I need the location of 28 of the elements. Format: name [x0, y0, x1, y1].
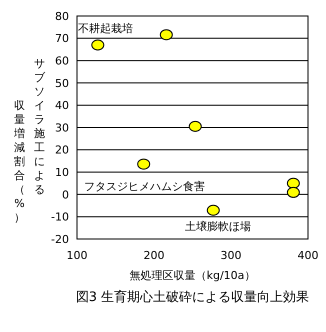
- annotation: フタスジヒメハムシ食害: [84, 180, 205, 193]
- annotation: 不耕起栽培: [78, 22, 133, 35]
- point: [286, 186, 300, 198]
- y-tick-label: 50: [55, 76, 69, 90]
- point: [206, 204, 220, 216]
- y-tick-label: 70: [55, 32, 69, 46]
- x-tick-label: 100: [66, 249, 88, 262]
- y-tick-label: 10: [55, 166, 69, 179]
- y-tick-label: 30: [55, 121, 69, 134]
- text: 図3 生育期心土破砕による収量向上効果: [76, 289, 310, 305]
- point: [286, 178, 300, 189]
- x-tick-label: 300: [220, 249, 242, 262]
- y-tick-label: 60: [55, 54, 69, 68]
- text: サブソイラ施工による収量増減割合（%）: [14, 57, 45, 224]
- point: [188, 120, 202, 132]
- y-tick-label: 40: [55, 99, 69, 112]
- x-tick-label: 200: [144, 249, 164, 262]
- point: [160, 29, 173, 40]
- x-axis-title: 無処理区収量（kg/10a）: [130, 269, 256, 282]
- y-tick-label: 0: [62, 188, 69, 202]
- annotation: 土壌膨軟ほ場: [185, 220, 251, 233]
- point: [137, 158, 150, 170]
- x-tick-label: 400: [298, 249, 318, 262]
- point: [91, 39, 104, 50]
- y-tick-label: -10: [51, 210, 69, 224]
- y-tick-label: 20: [55, 144, 69, 157]
- y-tick-label: -20: [51, 232, 69, 246]
- y-tick-label: 80: [55, 10, 69, 23]
